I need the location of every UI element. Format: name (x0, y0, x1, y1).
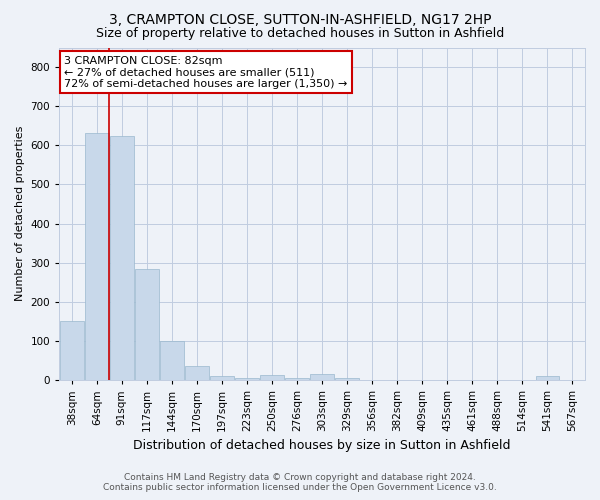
Y-axis label: Number of detached properties: Number of detached properties (15, 126, 25, 302)
Bar (285, 378, 309, 380)
Text: 3 CRAMPTON CLOSE: 82sqm
← 27% of detached houses are smaller (511)
72% of semi-d: 3 CRAMPTON CLOSE: 82sqm ← 27% of detache… (64, 56, 348, 89)
Bar (536, 376, 559, 380)
Bar (85, 133, 109, 380)
Bar (335, 378, 359, 380)
Bar (110, 136, 134, 380)
Bar (135, 268, 159, 380)
Bar (310, 374, 334, 380)
X-axis label: Distribution of detached houses by size in Sutton in Ashfield: Distribution of detached houses by size … (133, 440, 511, 452)
Bar (235, 378, 259, 380)
Bar (185, 366, 209, 380)
Bar (60, 322, 83, 380)
Bar (160, 341, 184, 380)
Bar (210, 376, 234, 380)
Bar (260, 376, 284, 380)
Text: 3, CRAMPTON CLOSE, SUTTON-IN-ASHFIELD, NG17 2HP: 3, CRAMPTON CLOSE, SUTTON-IN-ASHFIELD, N… (109, 12, 491, 26)
Text: Size of property relative to detached houses in Sutton in Ashfield: Size of property relative to detached ho… (96, 28, 504, 40)
Text: Contains HM Land Registry data © Crown copyright and database right 2024.
Contai: Contains HM Land Registry data © Crown c… (103, 473, 497, 492)
